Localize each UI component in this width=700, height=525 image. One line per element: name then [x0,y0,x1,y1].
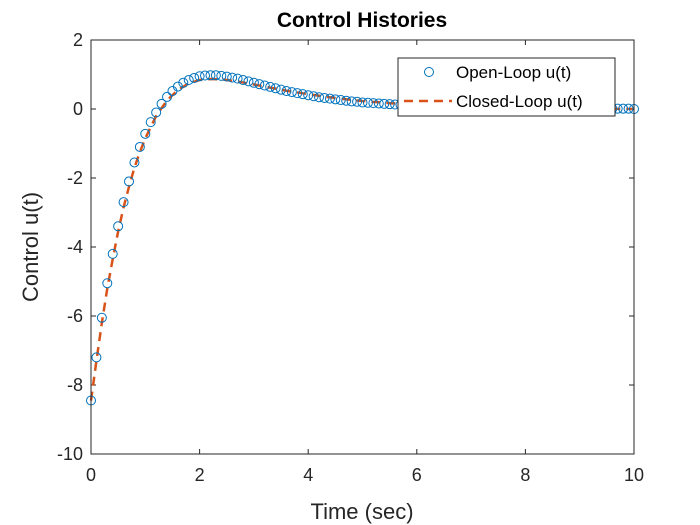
open-loop-point [238,75,249,86]
open-loop-point [151,107,162,118]
open-loop-point [314,92,325,103]
open-loop-point [346,96,357,107]
y-tick-label: -2 [67,168,83,188]
chart-title: Control Histories [277,9,447,32]
open-loop-point [156,98,167,109]
open-loop-point [216,70,227,81]
x-axis-label: Time (sec) [310,499,413,524]
open-loop-point [341,95,352,106]
y-tick-label: -4 [67,237,83,257]
open-loop-point [183,75,194,86]
x-tick-label: 4 [303,465,313,485]
open-loop-point [379,98,390,109]
open-loop-point [162,91,173,102]
open-loop-point [308,91,319,102]
open-loop-point [384,99,395,110]
open-loop-point [172,81,183,92]
open-loop-point [324,93,335,104]
open-loop-point [91,352,102,363]
x-tick-label: 8 [520,465,530,485]
open-loop-point [145,117,156,128]
open-loop-point [134,141,145,152]
open-loop-point [270,83,281,94]
open-loop-point [227,72,238,83]
open-loop-point [297,89,308,100]
open-loop-point [303,90,314,101]
open-loop-point [124,176,135,187]
open-loop-point [221,71,232,82]
x-tick-label: 2 [195,465,205,485]
axes-box [90,39,635,455]
open-loop-point [113,221,124,232]
y-tick-label: -10 [57,444,83,464]
open-loop-point [254,79,265,90]
legend-open-loop-marker [424,67,434,77]
y-tick-label: 2 [73,30,83,50]
open-loop-point [335,95,346,106]
open-loop-point [265,81,276,92]
open-loop-point [368,98,379,109]
x-tick-label: 0 [86,465,96,485]
y-tick-label: -8 [67,375,83,395]
open-loop-point [189,72,200,83]
open-loop-point [362,97,373,108]
open-loop-point [200,70,211,81]
open-loop-point [107,248,118,259]
x-axis-ticks: 0 2 4 6 8 10 [86,40,644,485]
open-loop-point [292,88,303,99]
open-loop-point [330,94,341,105]
open-loop-point [118,197,129,208]
open-loop-point [178,77,189,88]
open-loop-point [129,157,140,168]
open-loop-point [623,103,634,114]
open-loop-point [281,86,292,97]
open-loop-point [373,98,384,109]
open-loop-point [96,312,107,323]
open-loop-point [352,96,363,107]
open-loop-point [194,71,205,82]
open-loop-point [140,128,151,139]
open-loop-point [232,73,243,84]
open-loop-point [102,278,113,289]
legend-box [397,57,616,117]
open-loop-point [210,70,221,81]
open-loop-point [205,70,216,81]
open-loop-point [357,97,368,108]
y-tick-label: 0 [73,99,83,119]
open-loop-point [319,92,330,103]
open-loop-point [618,103,629,114]
legend-closed-loop-label: Closed-Loop u(t) [456,92,583,111]
legend-open-loop-label: Open-Loop u(t) [456,63,571,82]
x-tick-label: 6 [412,465,422,485]
open-loop-point [259,80,270,91]
x-tick-label: 10 [624,465,644,485]
open-loop-point [286,87,297,98]
open-loop-point [243,76,254,87]
legend: Open-Loop u(t) Closed-Loop u(t) [397,57,616,117]
open-loop-point [248,77,259,88]
open-loop-point [276,84,287,95]
y-axis-label: Control u(t) [18,192,43,302]
y-tick-label: -6 [67,306,83,326]
